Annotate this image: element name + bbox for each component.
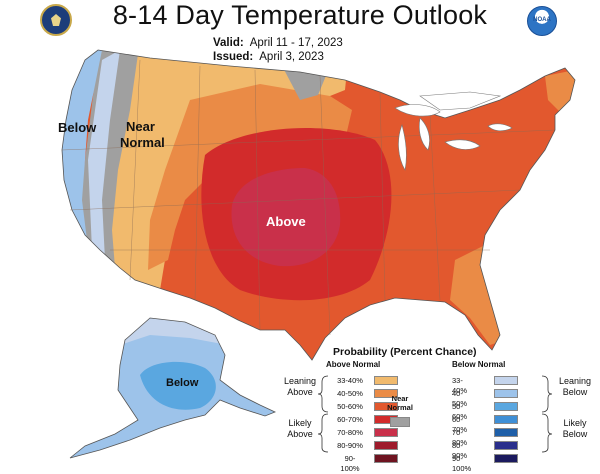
alaska-outline xyxy=(69,317,277,459)
legend-near-normal-label: Near Normal xyxy=(380,394,420,412)
legend-likely-below: Likely Below xyxy=(552,418,598,440)
page-title: 8-14 Day Temperature Outlook xyxy=(112,0,488,30)
label-near-normal-line2: Normal xyxy=(120,135,165,150)
conus-outline xyxy=(61,49,576,361)
legend-below-swatch xyxy=(494,402,518,411)
near-label-line1: Near xyxy=(391,394,409,403)
legend-above-label: 90-100% xyxy=(340,454,360,473)
issued-label: Issued: xyxy=(213,51,254,63)
legend-above-label: 40-50% xyxy=(337,389,363,398)
legend-above-swatch xyxy=(374,376,398,385)
legend-near-normal-swatch xyxy=(390,417,410,427)
legend-above-label: 70-80% xyxy=(337,428,363,437)
legend-below-label: 80-90% xyxy=(452,441,468,460)
valid-dates: Valid: April 11 - 17, 2023 xyxy=(213,37,343,49)
temperature-outlook-map: Below Near Normal Above Below xyxy=(58,49,576,459)
likely-below-line2: Below xyxy=(562,429,588,439)
valid-value: April 11 - 17, 2023 xyxy=(249,37,343,49)
legend-below-label: 50-60% xyxy=(452,402,468,421)
legend-above-swatch xyxy=(374,454,398,463)
region-above-70-80 xyxy=(231,168,341,267)
legend-leaning-above: Leaning Above xyxy=(280,376,320,398)
near-label-line2: Normal xyxy=(387,403,413,412)
legend-below-swatch xyxy=(494,441,518,450)
legend-above-swatch xyxy=(374,402,398,411)
legend-above-label: 80-90% xyxy=(337,441,363,450)
legend-above-swatch xyxy=(374,428,398,437)
legend-above-header: Above Normal xyxy=(326,360,381,369)
legend-below-swatch xyxy=(494,415,518,424)
legend-above-label: 60-70% xyxy=(337,415,363,424)
legend-below-swatch xyxy=(494,376,518,385)
valid-label: Valid: xyxy=(213,37,244,49)
legend-below-swatch xyxy=(494,389,518,398)
legend-below-label: 90-100% xyxy=(452,454,472,473)
legend-leaning-below: Leaning Below xyxy=(552,376,598,398)
likely-above-line2: Above xyxy=(287,429,313,439)
issued-value: April 3, 2023 xyxy=(259,51,324,63)
department-of-commerce-seal-icon xyxy=(40,4,72,36)
legend-below-label: 60-70% xyxy=(452,415,468,434)
legend-below-label: 70-80% xyxy=(452,428,468,447)
great-lakes xyxy=(394,91,513,171)
legend-bracket-above xyxy=(317,375,329,453)
leaning-below-line1: Leaning xyxy=(558,376,592,386)
legend-bracket-below xyxy=(541,375,553,453)
legend-below-swatch xyxy=(494,454,518,463)
label-below-alaska: Below xyxy=(166,377,199,389)
label-above-center: Above xyxy=(266,214,306,229)
issued-date: Issued: April 3, 2023 xyxy=(213,51,324,63)
label-below-west: Below xyxy=(58,120,97,135)
noaa-logo-icon: NOAA xyxy=(527,6,557,36)
legend-below-label: 33-40% xyxy=(452,376,468,395)
probability-legend: Probability (Percent Chance) Above Norma… xyxy=(280,346,600,473)
legend-below-label: 40-50% xyxy=(452,389,468,408)
legend-above-swatch xyxy=(374,441,398,450)
legend-title: Probability (Percent Chance) xyxy=(333,346,477,358)
label-near-normal-line1: Near xyxy=(126,119,155,134)
region-above-40-50-southeast xyxy=(450,245,505,345)
legend-likely-above: Likely Above xyxy=(280,418,320,440)
noaa-logo-text: NOAA xyxy=(533,17,551,23)
region-below-33-40-west xyxy=(88,50,120,260)
legend-below-header: Below Normal xyxy=(452,360,506,369)
leaning-above-line1: Leaning xyxy=(283,376,317,386)
state-borders xyxy=(61,59,556,336)
legend-above-swatch xyxy=(374,389,398,398)
likely-above-line1: Likely xyxy=(288,418,312,428)
likely-below-line1: Likely xyxy=(563,418,587,428)
legend-above-label: 50-60% xyxy=(337,402,363,411)
region-below-40-50-west xyxy=(62,50,104,280)
leaning-above-line2: Above xyxy=(287,387,313,397)
alaska-below-50-60 xyxy=(140,361,216,410)
legend-above-label: 33-40% xyxy=(337,376,363,385)
legend-below-swatch xyxy=(494,428,518,437)
leaning-below-line2: Below xyxy=(562,387,588,397)
